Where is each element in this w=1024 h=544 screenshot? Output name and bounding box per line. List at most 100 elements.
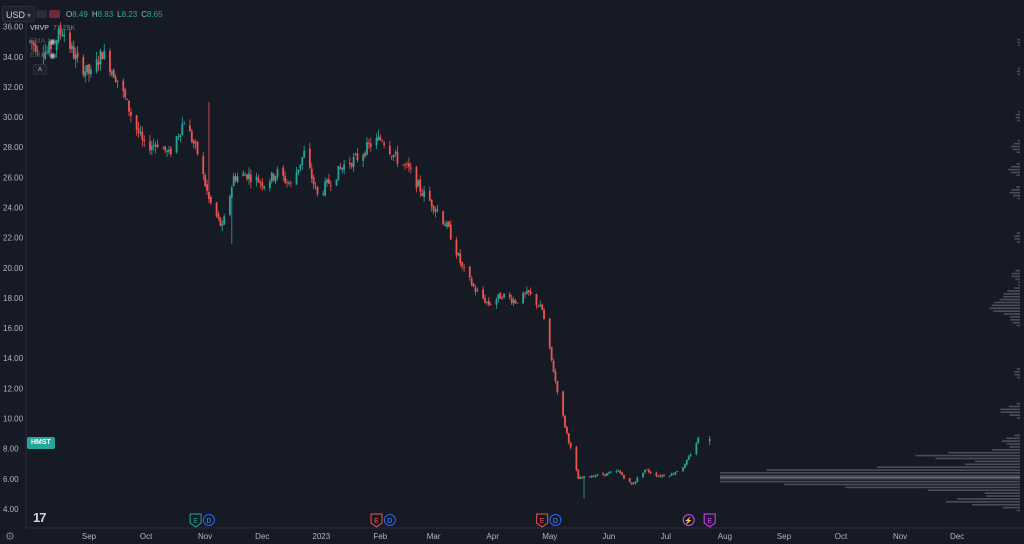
candle-body (484, 297, 486, 303)
candle-body (609, 471, 612, 473)
candle-body (232, 176, 235, 187)
candle-body (156, 144, 159, 147)
candle-body (362, 154, 365, 161)
candle-body (63, 35, 66, 37)
candle-body (364, 152, 366, 157)
candle-body (259, 181, 262, 183)
legend-chip[interactable] (36, 10, 47, 18)
candle-body (367, 142, 370, 144)
volume-profile-bar (720, 472, 1020, 474)
candle-body (482, 289, 485, 299)
candle-body (655, 472, 658, 477)
candle-body (567, 433, 570, 443)
chevron-up-icon[interactable]: ˄ (33, 64, 47, 75)
candle-body (261, 182, 264, 187)
chevron-down-icon: ▾ (27, 11, 32, 20)
candle-body (472, 284, 475, 287)
indicator-ema-1[interactable]: EMA ◉ (30, 35, 56, 47)
candle-body (236, 176, 239, 182)
candle-body (503, 293, 505, 298)
volume-profile-bar (1016, 402, 1020, 405)
candle-body (208, 191, 210, 200)
volume-profile-bar (1014, 373, 1020, 376)
y-tick-label: 4.00 (3, 505, 19, 514)
event-marker-label: E (540, 518, 545, 525)
candle-body (446, 222, 448, 227)
candle-body (255, 176, 258, 181)
candle-body (337, 166, 340, 181)
candle-body (552, 360, 555, 373)
settings-icon[interactable]: ⚙ (5, 531, 15, 543)
volume-profile-bar (1014, 371, 1020, 373)
legend-chip[interactable] (49, 10, 60, 18)
candle-body (687, 456, 690, 460)
volume-profile-bar (1011, 275, 1020, 278)
volume-profile-bar (1011, 145, 1020, 148)
candle-body (659, 475, 662, 477)
candle-body (541, 304, 544, 310)
tradingview-logo-icon[interactable]: 17 (33, 510, 47, 525)
legend-ohlc: O8.49 H8.83 L8.23 C8.65 (36, 8, 163, 20)
y-tick-label: 8.00 (3, 445, 19, 454)
candle-body (565, 426, 568, 434)
eye-icon[interactable]: ◉ (49, 50, 57, 60)
volume-profile-bar (1014, 238, 1020, 240)
ohlc-high: H8.83 (91, 9, 114, 19)
volume-profile-bar (720, 475, 1020, 477)
ohlc-open: O8.49 (66, 9, 88, 19)
currency-selector[interactable]: USD ▾ (2, 6, 36, 22)
volume-profile-bar (1016, 324, 1020, 327)
volume-profile-bar (1017, 38, 1020, 41)
volume-profile-bar (1003, 313, 1020, 315)
candle-body (324, 181, 326, 196)
candle-body (396, 151, 399, 164)
indicator-vrvp[interactable]: VRVP 7.629K (30, 22, 75, 34)
eye-icon[interactable]: ◉ (49, 36, 57, 46)
candle-body (44, 51, 47, 59)
candle-body (169, 148, 172, 155)
event-marker (370, 513, 383, 528)
candle-body (168, 149, 170, 152)
candle-body (101, 52, 104, 60)
volume-profile-bar (1003, 295, 1020, 298)
candle-body (36, 50, 39, 52)
candle-body (99, 50, 102, 64)
candle-body (257, 178, 260, 183)
volume-profile-bar (1018, 111, 1020, 113)
volume-profile-bar (1017, 70, 1020, 73)
candle-body (137, 128, 140, 133)
candle-body (316, 186, 319, 195)
y-tick-label: 34.00 (3, 53, 24, 62)
x-tick-label: Dec (255, 532, 269, 541)
candle-body (202, 155, 205, 175)
indicator-name: EMA (30, 37, 46, 45)
candle-body (379, 136, 382, 140)
candle-body (34, 44, 37, 52)
candle-body (230, 187, 233, 198)
candle-body (284, 176, 287, 183)
candle-body (588, 476, 591, 478)
candle-body (668, 475, 671, 477)
y-tick-label: 22.00 (3, 234, 24, 243)
x-tick-label: Jun (602, 532, 615, 541)
candle-body (634, 481, 637, 484)
candle-body (288, 183, 290, 184)
volume-profile-bar (948, 451, 1020, 454)
volume-profile-bar (1015, 269, 1020, 272)
candle-body (109, 50, 111, 73)
candle-body (539, 304, 542, 307)
candle-body (402, 164, 405, 166)
indicator-ema-2[interactable]: EMA ◉ (30, 49, 56, 61)
candle-body (76, 52, 79, 58)
x-tick-label: Mar (427, 532, 441, 541)
candle-body (682, 467, 684, 472)
candle-body (150, 145, 153, 150)
candle-body (394, 152, 397, 154)
candle-body (524, 293, 526, 294)
x-tick-label: Oct (140, 532, 153, 541)
volume-profile-bar (935, 457, 1020, 460)
candle-body (510, 298, 513, 303)
volume-profile-bar (1003, 293, 1020, 295)
